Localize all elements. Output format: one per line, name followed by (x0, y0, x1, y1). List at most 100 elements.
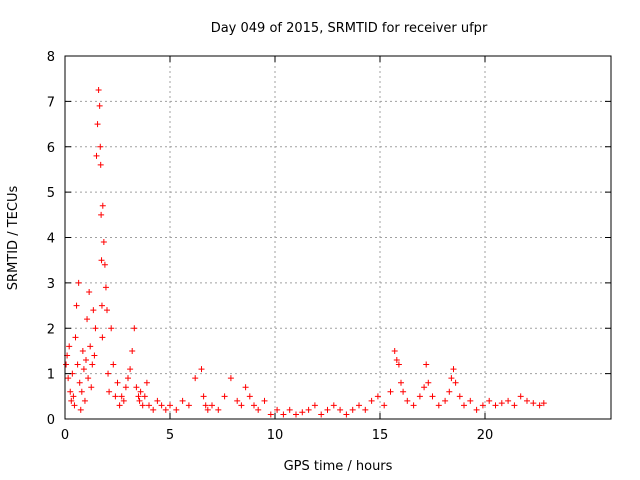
chart-title: Day 049 of 2015, SRMTID for receiver ufp… (211, 21, 488, 36)
data-point (479, 402, 486, 409)
data-point (467, 397, 474, 404)
data-point (108, 325, 115, 332)
data-point (120, 397, 127, 404)
data-point (391, 347, 398, 354)
data-point (96, 102, 103, 109)
data-point (72, 334, 79, 341)
data-point (65, 375, 72, 382)
data-point (92, 325, 99, 332)
data-point (74, 361, 81, 368)
data-point (162, 406, 169, 413)
data-point (404, 397, 411, 404)
y-tick-label: 2 (47, 322, 55, 337)
data-point (374, 393, 381, 400)
x-axis-label: GPS time / hours (284, 459, 393, 474)
data-point (395, 361, 402, 368)
data-point (393, 357, 400, 364)
data-point (73, 302, 80, 309)
data-point (215, 406, 222, 413)
data-point (99, 334, 106, 341)
data-point (67, 388, 74, 395)
y-tick-label: 3 (47, 277, 55, 292)
data-point (179, 397, 186, 404)
data-point (446, 388, 453, 395)
data-point (97, 143, 104, 150)
data-point (101, 261, 108, 268)
data-point (198, 366, 205, 373)
data-point (84, 316, 91, 323)
data-point (200, 393, 207, 400)
data-point (173, 406, 180, 413)
data-point (98, 302, 105, 309)
data-point (91, 352, 98, 359)
data-point (85, 375, 92, 382)
data-point (429, 393, 436, 400)
data-point (77, 406, 84, 413)
data-point (154, 397, 161, 404)
data-point (410, 402, 417, 409)
data-point (381, 402, 388, 409)
data-point (98, 257, 105, 264)
data-point (456, 393, 463, 400)
data-point (498, 400, 505, 407)
data-point (461, 402, 467, 409)
data-point (158, 402, 165, 409)
y-tick-label: 7 (47, 95, 55, 110)
y-tick-label: 4 (47, 232, 55, 247)
data-point (110, 361, 117, 368)
data-point (167, 402, 173, 409)
data-point (89, 361, 96, 368)
data-point (78, 388, 85, 395)
data-point (221, 393, 228, 400)
data-point (251, 402, 257, 409)
data-point (234, 397, 241, 404)
data-point (63, 361, 70, 368)
data-point (150, 406, 157, 413)
data-point (448, 375, 455, 382)
data-point (305, 406, 312, 413)
data-point (473, 406, 480, 413)
data-point (106, 388, 113, 395)
data-point (400, 388, 407, 395)
data-point (425, 379, 432, 386)
data-point (442, 397, 449, 404)
data-point (79, 347, 86, 354)
tick-labels-layer: 0 5 10 15 20 0 1 2 3 4 5 6 7 8 (47, 50, 494, 443)
x-tick-label: 20 (477, 428, 494, 443)
data-point (343, 411, 350, 418)
data-point (70, 393, 77, 400)
data-point (450, 366, 457, 373)
data-point (324, 406, 331, 413)
data-point (267, 411, 274, 418)
x-tick-label: 5 (166, 428, 174, 443)
data-point (131, 325, 138, 332)
data-point (238, 402, 245, 409)
data-point (246, 393, 253, 400)
data-point (356, 402, 362, 409)
data-point (97, 161, 104, 168)
data-point (137, 388, 144, 395)
data-point (80, 366, 87, 373)
data-point (185, 402, 192, 409)
y-tick-label: 5 (47, 186, 55, 201)
data-point (83, 357, 89, 364)
data-point (125, 375, 131, 382)
y-tick-label: 0 (47, 413, 55, 428)
y-tick-label: 6 (47, 141, 55, 156)
data-point (133, 384, 140, 391)
data-point (116, 402, 123, 409)
data-point (202, 402, 209, 409)
y-axis-label: SRMTID / TECUs (6, 186, 21, 291)
y-tick-label: 1 (47, 368, 55, 383)
data-point (141, 393, 148, 400)
grid-layer (65, 56, 611, 419)
data-point (530, 400, 537, 407)
data-point (511, 402, 518, 409)
data-point (435, 402, 442, 409)
data-point (102, 284, 109, 291)
data-point (540, 400, 547, 407)
data-point (318, 411, 325, 418)
data-point (143, 379, 150, 386)
data-point (255, 406, 262, 413)
